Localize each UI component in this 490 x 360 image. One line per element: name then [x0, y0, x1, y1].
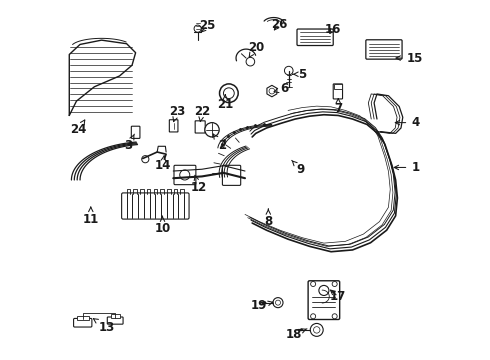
Circle shape	[332, 282, 337, 287]
Circle shape	[332, 314, 337, 319]
Text: 7: 7	[334, 99, 343, 115]
Text: 6: 6	[274, 82, 289, 95]
Circle shape	[311, 282, 316, 287]
Text: 24: 24	[70, 120, 86, 136]
Text: 19: 19	[251, 299, 273, 312]
Text: 10: 10	[154, 216, 171, 235]
FancyBboxPatch shape	[297, 29, 333, 45]
Circle shape	[223, 88, 234, 99]
Circle shape	[194, 25, 201, 32]
Text: 21: 21	[217, 95, 233, 111]
FancyBboxPatch shape	[111, 314, 120, 318]
Circle shape	[275, 300, 280, 305]
Circle shape	[246, 57, 255, 66]
FancyBboxPatch shape	[74, 319, 92, 327]
Circle shape	[269, 88, 275, 94]
Circle shape	[205, 123, 219, 137]
Polygon shape	[267, 85, 277, 97]
Text: 17: 17	[330, 290, 346, 303]
FancyBboxPatch shape	[222, 165, 241, 185]
Circle shape	[220, 84, 238, 103]
Text: 11: 11	[83, 207, 99, 226]
Text: 25: 25	[199, 19, 216, 32]
FancyBboxPatch shape	[122, 193, 189, 219]
Text: 2: 2	[213, 134, 226, 152]
FancyBboxPatch shape	[107, 317, 123, 324]
FancyBboxPatch shape	[77, 316, 89, 320]
FancyBboxPatch shape	[170, 120, 178, 132]
FancyBboxPatch shape	[308, 281, 340, 319]
Circle shape	[273, 298, 283, 308]
Text: 20: 20	[247, 41, 264, 57]
Text: 14: 14	[154, 156, 171, 172]
Text: 5: 5	[293, 68, 307, 81]
Circle shape	[285, 66, 293, 75]
Text: 1: 1	[394, 161, 419, 174]
FancyBboxPatch shape	[333, 84, 343, 99]
Circle shape	[310, 323, 323, 336]
Text: 18: 18	[285, 328, 307, 341]
Circle shape	[319, 285, 329, 296]
Circle shape	[314, 327, 320, 333]
Circle shape	[180, 170, 190, 180]
Text: 4: 4	[395, 116, 419, 129]
Circle shape	[142, 156, 149, 163]
FancyBboxPatch shape	[131, 126, 140, 138]
FancyBboxPatch shape	[195, 121, 205, 133]
FancyBboxPatch shape	[334, 84, 342, 89]
Text: 3: 3	[124, 134, 134, 152]
Text: 8: 8	[264, 209, 272, 228]
Text: 15: 15	[396, 51, 423, 64]
Text: 23: 23	[169, 105, 185, 122]
Text: 13: 13	[94, 319, 115, 334]
FancyBboxPatch shape	[366, 40, 402, 59]
Text: 16: 16	[325, 23, 341, 36]
FancyBboxPatch shape	[174, 165, 196, 185]
Text: 9: 9	[292, 160, 305, 176]
Text: 12: 12	[190, 175, 206, 194]
Circle shape	[311, 314, 316, 319]
Text: 26: 26	[271, 18, 287, 31]
Text: 22: 22	[194, 105, 210, 122]
